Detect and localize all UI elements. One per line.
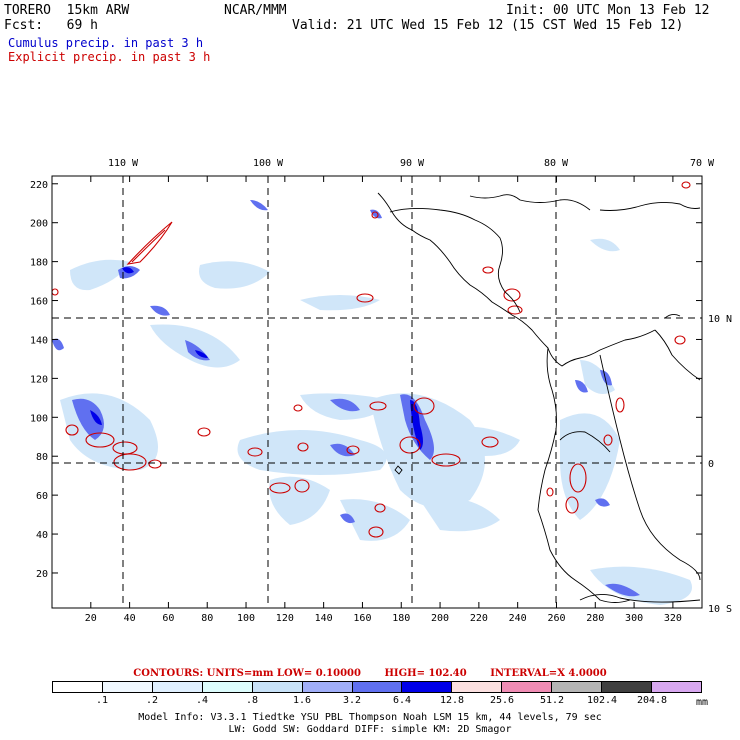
field-explicit-label: Explicit precip. in past 3 h bbox=[8, 50, 211, 64]
colorbar-cell bbox=[53, 682, 103, 692]
lat-label: 10 S bbox=[708, 604, 732, 615]
x-tick-label: 220 bbox=[470, 613, 488, 624]
y-tick-label: 220 bbox=[30, 180, 48, 191]
colorbar-label: 51.2 bbox=[539, 695, 565, 706]
x-tick-label: 20 bbox=[85, 613, 97, 624]
model-name: TORERO 15km ARW bbox=[4, 3, 130, 18]
colorbar-label: 25.6 bbox=[489, 695, 515, 706]
colorbar-cell bbox=[302, 682, 353, 692]
lon-label: 80 W bbox=[544, 158, 569, 169]
model-info-line1: Model Info: V3.3.1 Tiedtke YSU PBL Thomp… bbox=[138, 712, 602, 723]
y-tick-label: 60 bbox=[36, 491, 48, 502]
y-tick-label: 160 bbox=[30, 297, 48, 308]
lat-label: 10 N bbox=[708, 314, 732, 325]
contours-high: HIGH= 102.40 bbox=[384, 668, 467, 679]
colorbar-label: 204.8 bbox=[636, 695, 668, 706]
colorbar-cell bbox=[252, 682, 303, 692]
colorbar-cell bbox=[152, 682, 203, 692]
y-tick-label: 20 bbox=[36, 569, 48, 580]
colorbar-cell bbox=[352, 682, 403, 692]
y-tick-label: 180 bbox=[30, 258, 48, 269]
colorbar-cell bbox=[502, 682, 553, 692]
explicit-precip-contours bbox=[51, 181, 691, 538]
lon-label: 100 W bbox=[253, 158, 284, 169]
x-tick-label: 160 bbox=[353, 613, 371, 624]
coastlines bbox=[377, 192, 701, 603]
org-name: NCAR/MMM bbox=[224, 3, 287, 18]
lon-label: 110 W bbox=[108, 158, 139, 169]
y-tick-label: 120 bbox=[30, 374, 48, 385]
colorbar-cell bbox=[552, 682, 603, 692]
colorbar-label: .1 bbox=[95, 695, 109, 706]
colorbar-cell bbox=[102, 682, 153, 692]
colorbar-label: 102.4 bbox=[586, 695, 618, 706]
model-info-line2: LW: Godd SW: Goddard DIFF: simple KM: 2D… bbox=[228, 724, 512, 735]
lat-label: 0 bbox=[708, 459, 714, 470]
x-tick-label: 200 bbox=[431, 613, 449, 624]
colorbar-cell bbox=[402, 682, 453, 692]
colorbar-label: 6.4 bbox=[392, 695, 412, 706]
colorbar-label: 12.8 bbox=[439, 695, 465, 706]
precip-map: 20 40 60 80 100 120 140 160 180 200 220 240 260 280 30… bbox=[30, 158, 732, 624]
x-tick-label: 140 bbox=[315, 613, 333, 624]
x-tick-label: 120 bbox=[276, 613, 294, 624]
colorbar-label: .4 bbox=[195, 695, 209, 706]
colorbar-label: 3.2 bbox=[342, 695, 362, 706]
cumulus-precip-fills bbox=[52, 200, 692, 605]
init-time: Init: 00 UTC Mon 13 Feb 12 bbox=[506, 3, 710, 18]
x-tick-label: 100 bbox=[237, 613, 255, 624]
valid-time: Valid: 21 UTC Wed 15 Feb 12 (15 CST Wed … bbox=[292, 18, 684, 33]
colorbar-label: .8 bbox=[245, 695, 259, 706]
contours-interval: INTERVAL=X 4.0000 bbox=[490, 668, 607, 679]
x-tick-label: 240 bbox=[509, 613, 527, 624]
x-tick-label: 60 bbox=[162, 613, 174, 624]
y-tick-label: 80 bbox=[36, 452, 48, 463]
field-cumulus-label: Cumulus precip. in past 3 h bbox=[8, 36, 204, 50]
y-tick-label: 40 bbox=[36, 530, 48, 541]
lon-label: 90 W bbox=[400, 158, 425, 169]
y-tick-label: 100 bbox=[30, 413, 48, 424]
colorbar-label: 1.6 bbox=[292, 695, 312, 706]
y-tick-label: 200 bbox=[30, 219, 48, 230]
x-tick-label: 180 bbox=[392, 613, 410, 624]
colorbar-labels: .1 .2 .4 .8 1.6 3.2 6.4 12.8 25.6 51.2 102.4 204.8 bbox=[52, 695, 702, 707]
x-tick-label: 300 bbox=[625, 613, 643, 624]
precip-colorbar bbox=[52, 681, 702, 693]
colorbar-cell bbox=[452, 682, 503, 692]
colorbar-unit: mm bbox=[696, 697, 709, 708]
contours-units-low: CONTOURS: UNITS=mm LOW= 0.10000 bbox=[133, 668, 361, 679]
colorbar-cell bbox=[602, 682, 653, 692]
colorbar-label: .2 bbox=[145, 695, 159, 706]
contours-info: CONTOURS: UNITS=mm LOW= 0.10000 HIGH= 10… bbox=[0, 668, 740, 679]
y-tick-label: 140 bbox=[30, 335, 48, 346]
x-tick-label: 40 bbox=[124, 613, 136, 624]
axis-ticks: 20 40 60 80 100 120 140 160 180 200 220 240 260 280 30… bbox=[30, 158, 732, 624]
x-tick-label: 80 bbox=[201, 613, 213, 624]
x-tick-label: 260 bbox=[547, 613, 565, 624]
latlon-grid bbox=[52, 176, 702, 608]
colorbar-cell bbox=[652, 682, 701, 692]
forecast-hour: Fcst: 69 h bbox=[4, 18, 98, 33]
map-frame bbox=[51, 175, 703, 609]
x-tick-label: 320 bbox=[664, 613, 682, 624]
lon-label: 70 W bbox=[690, 158, 715, 169]
colorbar-cell bbox=[202, 682, 253, 692]
x-tick-label: 280 bbox=[586, 613, 604, 624]
